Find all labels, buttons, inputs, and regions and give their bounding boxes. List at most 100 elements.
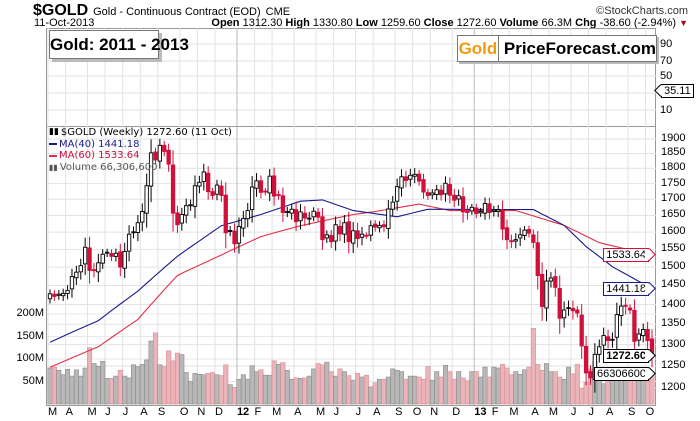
volume-bar — [280, 362, 286, 405]
candle-body — [122, 251, 127, 269]
x-axis-label: J — [588, 406, 594, 418]
volume-bar — [170, 360, 176, 405]
open-value: 1312.30 — [242, 17, 283, 29]
volume-bar — [390, 368, 396, 405]
legend-title-text: $GOLD (Weekly) 1272.60 (11 Oct) — [60, 127, 232, 138]
candle-body — [443, 182, 448, 195]
candle-body — [575, 309, 580, 314]
volume-bar — [403, 378, 409, 405]
volume-bar — [73, 369, 79, 405]
candle-body — [276, 194, 281, 196]
volume-bar — [201, 374, 207, 405]
volume-bar — [47, 367, 53, 405]
candle-body — [329, 235, 334, 243]
candle-body — [271, 175, 277, 197]
candle-body — [632, 309, 637, 342]
volume-bar — [306, 375, 312, 405]
candle-body — [641, 329, 646, 337]
candle-body — [373, 223, 378, 228]
volume-bar — [69, 375, 75, 405]
candle-body — [452, 194, 457, 201]
candle-body — [619, 305, 624, 316]
candle-body — [78, 265, 83, 273]
candle-body — [636, 333, 641, 341]
candle-body — [166, 149, 171, 165]
chart-title-box: Gold: 2011 - 2013 — [49, 30, 189, 59]
candle-body — [87, 247, 92, 271]
close-value: 1272.60 — [456, 17, 497, 29]
volume-bar — [491, 366, 497, 405]
x-axis-label: M — [316, 406, 326, 418]
candle-body — [298, 211, 303, 222]
x-axis-label: J — [105, 406, 111, 418]
candle-body — [65, 289, 70, 294]
x-axis-label: M — [272, 406, 282, 418]
candle-body — [241, 217, 246, 229]
candle-body — [61, 292, 66, 297]
price-axis-label: 1450 — [661, 278, 686, 291]
volume-bar — [236, 378, 242, 405]
candle-body — [126, 233, 132, 252]
copyright-link[interactable]: ©StockCharts.com — [596, 5, 688, 17]
volume-bar — [60, 374, 66, 405]
candle-body — [69, 276, 75, 290]
candle-body — [561, 309, 567, 319]
candle-body — [421, 179, 426, 193]
logo-gold: Gold — [458, 36, 499, 61]
volume-bar — [188, 381, 194, 405]
indicator-axis-label: 90 — [660, 38, 673, 50]
x-axis-label: D — [214, 406, 223, 418]
candle-body — [491, 209, 496, 212]
volume-bar — [482, 366, 488, 405]
volume-bar — [205, 373, 211, 405]
volume-bar — [451, 378, 457, 405]
volume-bar — [51, 366, 57, 405]
volume-bar — [214, 374, 220, 405]
candle-body — [219, 185, 224, 196]
candle-body — [614, 314, 619, 338]
volume-bar — [548, 371, 554, 405]
x-axis-label: M — [87, 406, 97, 418]
volume-axis-label: 150M — [16, 329, 44, 342]
indicator-axis-label: 50 — [660, 70, 673, 82]
volume-bar — [232, 387, 238, 405]
candle-body — [307, 217, 312, 220]
volume-bar — [333, 375, 339, 405]
volume-bar — [355, 373, 361, 405]
candle-body — [228, 230, 233, 232]
candle-body — [386, 208, 391, 229]
candle-body — [91, 269, 97, 272]
volume-bar — [530, 328, 536, 405]
candle-body — [526, 228, 532, 234]
candle-body — [399, 176, 404, 189]
candle-body — [206, 172, 211, 193]
candle-body — [236, 225, 242, 244]
candle-body — [47, 293, 53, 300]
close-value-tag: 1272.60 — [603, 349, 649, 364]
chart-legend: ▮▮ $GOLD (Weekly) 1272.60 (11 Oct) MA(40)… — [49, 127, 232, 173]
candle-body — [342, 222, 347, 235]
candle-body — [539, 273, 545, 307]
legend-ma60-label: MA(60) 1533.64 — [59, 150, 140, 161]
volume-bar — [126, 377, 132, 405]
candle-body — [645, 329, 650, 341]
volume-bar — [517, 373, 523, 405]
candle-body — [434, 189, 439, 195]
candle-body — [324, 234, 329, 239]
ma60-swatch — [49, 154, 57, 157]
volume-bar — [522, 369, 528, 405]
legend-ma40: MA(40) 1441.18 — [49, 139, 232, 151]
volume-bar — [104, 378, 110, 405]
volume-bar — [240, 374, 246, 405]
candle-body — [570, 307, 576, 312]
candle-body — [496, 209, 501, 212]
candle-body — [579, 314, 584, 347]
ohlc-summary: Open 1312.30 High 1330.80 Low 1259.60 Cl… — [211, 17, 688, 29]
legend-title: ▮▮ $GOLD (Weekly) 1272.60 (11 Oct) — [49, 127, 232, 139]
ma40-swatch — [49, 143, 57, 146]
candle-body — [153, 151, 158, 161]
volume-bar — [319, 364, 325, 405]
volume-bar — [341, 371, 347, 405]
volume-bar — [174, 352, 180, 405]
volume-bar — [579, 387, 585, 405]
